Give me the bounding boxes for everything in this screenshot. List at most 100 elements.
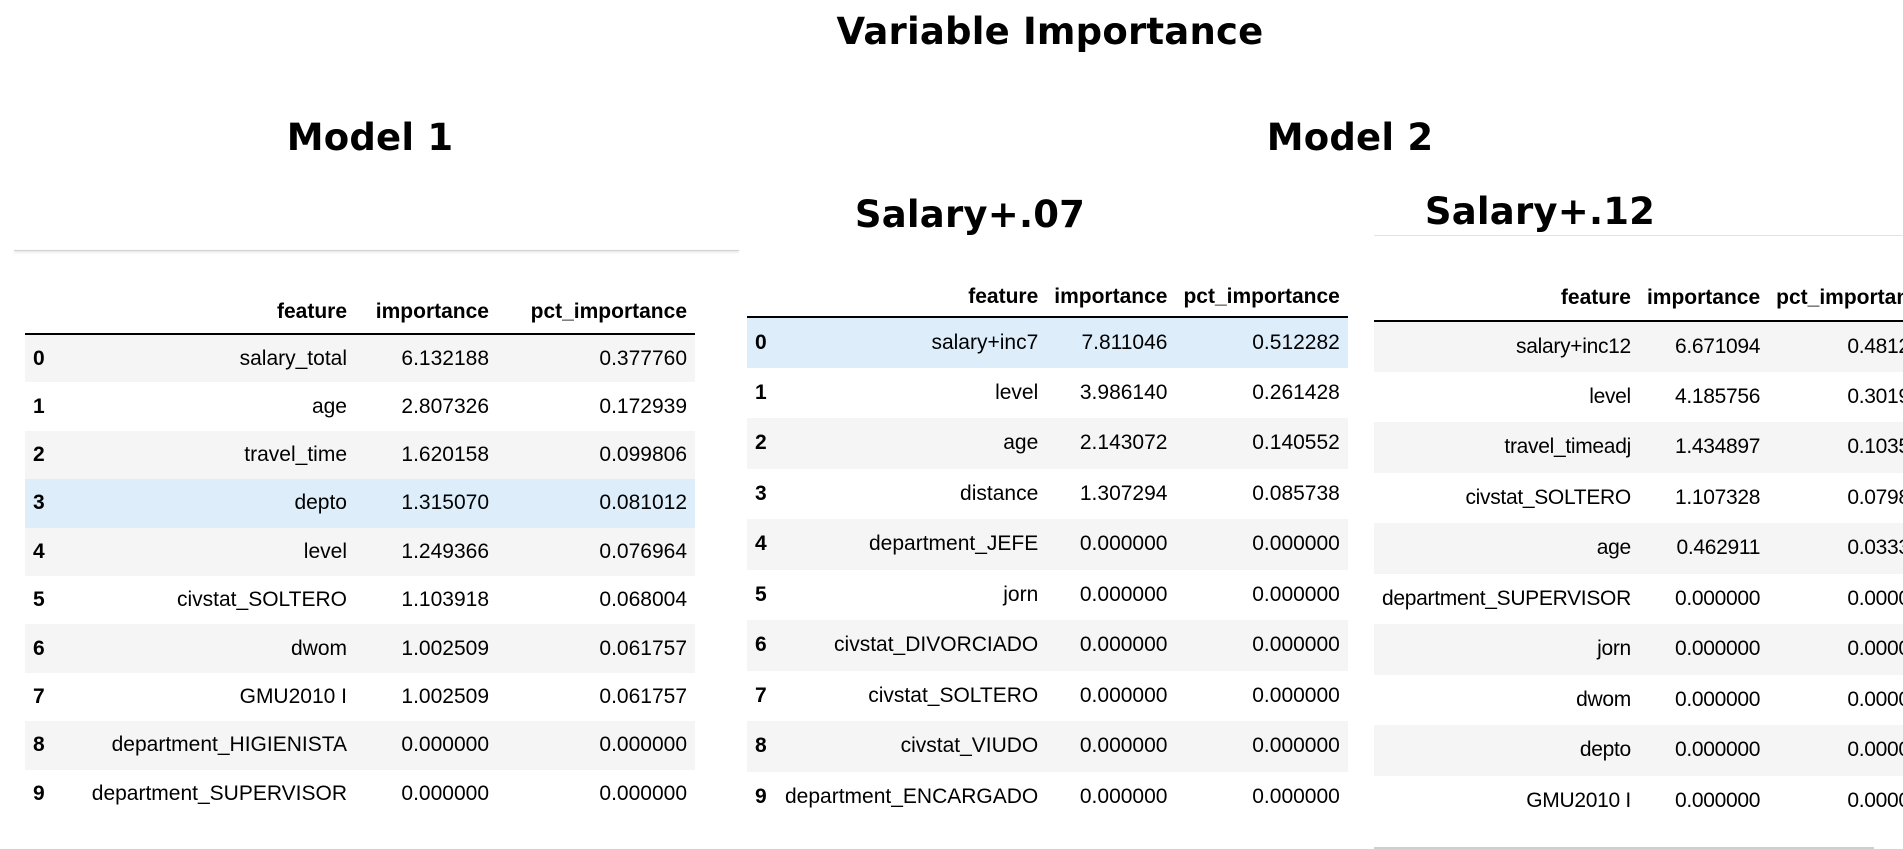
importance-cell: 6.132188 [401,346,489,370]
column-header: pct_importance [1768,276,1903,322]
feature-cell: GMU2010 I [239,684,347,708]
feature-cell: jorn [1003,582,1039,606]
table-row: 8 department_HIGIENISTA 0.000000 0.000000 [25,721,695,770]
pct-importance-cell: 0.081012 [599,491,687,515]
importance-cell: 1.249366 [401,539,489,563]
row-index: 3 [33,491,45,515]
pct-importance-cell: 0.172939 [599,394,687,418]
importance-cell: 0.000000 [401,781,489,805]
pct-importance-cell: 0.000000 [1847,586,1903,610]
column-header: feature [777,277,1047,318]
salary12-divider [1374,235,1903,236]
feature-cell: civstat_SOLTERO [1465,485,1631,509]
pct-importance-cell: 0.000000 [1252,734,1340,758]
index-header [25,290,57,335]
table-row: 3 depto 1.315070 0.081012 [25,479,695,528]
feature-cell: department_HIGIENISTA [111,733,347,757]
pct-importance-cell: 0.000000 [1252,633,1340,657]
feature-cell: level [995,380,1039,404]
pct-importance-cell: 0.061757 [599,684,687,708]
row-index: 9 [755,784,767,808]
importance-cell: 0.000000 [1674,687,1761,711]
table-row: 6 civstat_DIVORCIADO 0.000000 0.000000 [747,620,1348,671]
feature-cell: travel_time [244,442,347,466]
importance-cell: 0.000000 [1674,637,1761,661]
importance-cell: 2.143072 [1079,431,1168,455]
table-row: level 4.185756 0.301959 [1374,371,1903,422]
table-row: 0 salary+inc7 7.811046 0.512282 [747,317,1348,368]
table-row: civstat_SOLTERO 1.107328 0.079882 [1374,472,1903,523]
importance-cell: 0.000000 [1079,734,1168,758]
salary12-bottom-border [1374,847,1874,849]
table-row: jorn 0.000000 0.000000 [1374,624,1903,675]
row-index: 6 [755,633,767,657]
pct-importance-cell: 0.085738 [1252,481,1340,505]
importance-cell: 1.307294 [1079,481,1168,505]
table-header-row: feature importance pct_importance [747,277,1348,318]
importance-cell: 1.434897 [1674,435,1761,459]
table-row: 8 civstat_VIUDO 0.000000 0.000000 [747,721,1348,772]
row-index: 1 [755,380,767,404]
table-row: 9 department_SUPERVISOR 0.000000 0.000000 [25,769,695,818]
salary12-title: Salary+.12 [1424,190,1656,233]
row-index: 3 [755,481,767,505]
table-row: 5 jorn 0.000000 0.000000 [747,569,1348,620]
pct-importance-cell: 0.061757 [599,636,687,660]
table-row: 4 department_JEFE 0.000000 0.000000 [747,519,1348,570]
pct-importance-cell: 0.140552 [1252,431,1340,455]
column-header: importance [1638,276,1769,322]
pct-importance-cell: 0.079882 [1847,485,1903,509]
row-index: 5 [33,588,45,612]
feature-cell: level [1589,384,1631,408]
salary07-title: Salary+.07 [854,193,1086,236]
feature-cell: department_SUPERVISOR [91,781,347,805]
importance-cell: 0.000000 [1079,784,1168,808]
importance-cell: 1.002509 [401,636,489,660]
importance-cell: 0.000000 [1079,582,1168,606]
table-row: salary+inc12 6.671094 0.481251 [1374,321,1903,372]
pct-importance-cell: 0.033394 [1847,536,1903,560]
table-row: travel_timeadj 1.434897 0.103513 [1374,422,1903,473]
feature-cell: dwom [1576,687,1631,711]
table-row: 4 level 1.249366 0.076964 [25,527,695,576]
importance-cell: 0.462911 [1676,536,1761,560]
feature-cell: department_JEFE [869,532,1039,556]
feature-cell: age [1596,536,1631,560]
feature-cell: age [1003,431,1039,455]
pct-importance-cell: 0.000000 [599,781,687,805]
row-index: 7 [755,683,767,707]
column-header: importance [1046,277,1176,318]
pct-importance-cell: 0.301959 [1847,384,1903,408]
table-row: department_SUPERVISOR 0.000000 0.000000 [1374,573,1903,624]
importance-cell: 1.107328 [1674,485,1761,509]
feature-cell: dwom [290,636,347,660]
importance-cell: 2.807326 [401,394,489,418]
feature-cell: civstat_SOLTERO [177,588,347,612]
pct-importance-cell: 0.000000 [1252,784,1340,808]
table-header-row: feature importance pct_importance [1374,276,1903,322]
pct-importance-cell: 0.000000 [1252,683,1340,707]
feature-cell: salary_total [239,346,347,370]
table-row: 2 travel_time 1.620158 0.099806 [25,430,695,480]
pct-importance-cell: 0.000000 [1252,582,1340,606]
feature-cell: level [303,539,347,563]
importance-cell: 0.000000 [1079,683,1168,707]
feature-cell: jorn [1597,637,1631,661]
table-row: 6 dwom 1.002509 0.061757 [25,624,695,673]
page-title: Variable Importance [836,10,1264,53]
column-header: feature [1374,276,1639,322]
feature-cell: department_SUPERVISOR [1382,586,1631,610]
importance-cell: 0.000000 [1079,633,1168,657]
row-index: 8 [755,734,767,758]
importance-cell: 1.002509 [401,684,489,708]
salary12-table: feature importance pct_importance salary… [1374,276,1903,826]
column-header: pct_importance [1175,277,1348,318]
table-row: 0 salary_total 6.132188 0.377760 [25,334,695,383]
table-row: 3 distance 1.307294 0.085738 [747,468,1348,519]
row-index: 8 [33,733,45,757]
pct-importance-cell: 0.481251 [1847,334,1903,358]
feature-cell: civstat_VIUDO [900,734,1039,758]
table-row: dwom 0.000000 0.000000 [1374,674,1903,725]
pct-importance-cell: 0.261428 [1252,380,1340,404]
table-row: 5 civstat_SOLTERO 1.103918 0.068004 [25,575,695,625]
